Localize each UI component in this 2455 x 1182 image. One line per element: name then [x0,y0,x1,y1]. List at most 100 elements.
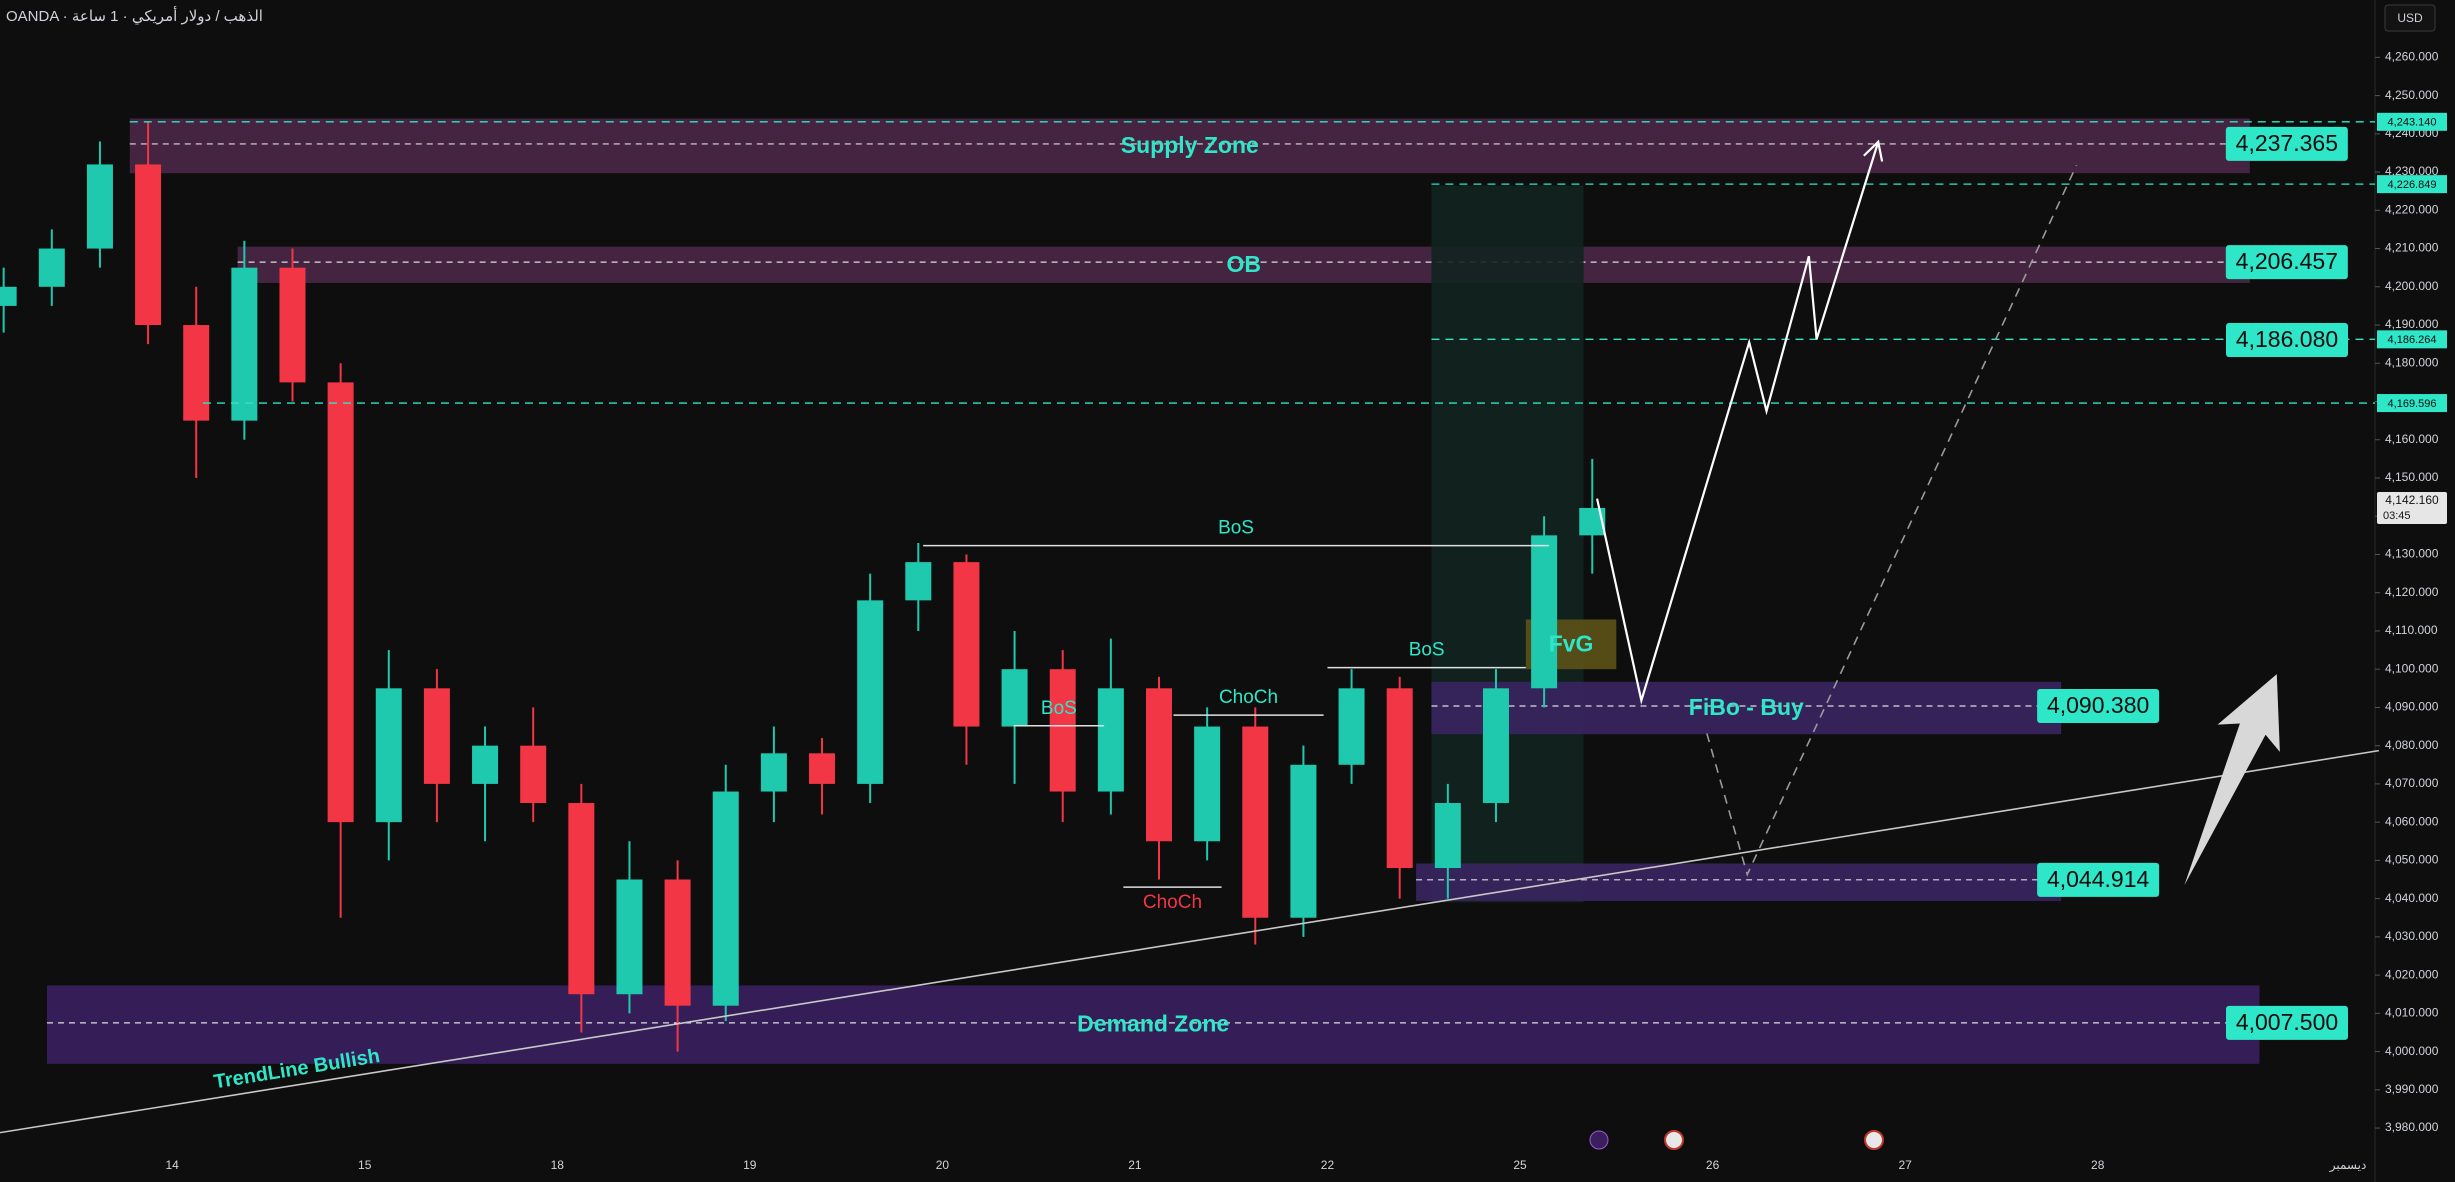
x-tick-label: 20 [936,1158,950,1172]
y-tick-label: 4,030.000 [2385,929,2439,943]
y-tick-label: 4,230.000 [2385,164,2439,178]
y-tick-label: 4,010.000 [2385,1006,2439,1020]
event-icons[interactable] [1589,1130,1884,1150]
structure-label: ChoCh [1219,687,1278,708]
event-icon[interactable] [1864,1130,1884,1150]
level-box [2226,1005,2348,1040]
y-tick-label: 4,180.000 [2385,355,2439,369]
zone-label: Supply Zone [1121,132,1259,158]
projection-path [1595,141,1880,705]
candle-body [664,879,691,1006]
y-tick-label: 4,070.000 [2385,776,2439,790]
y-tick-label: 4,000.000 [2385,1044,2439,1058]
structure-label: BoS [1409,640,1445,661]
candle-body [279,267,306,383]
y-tick-label: 4,090.000 [2385,700,2439,714]
y-tick-label: 4,040.000 [2385,891,2439,905]
event-icon[interactable] [1589,1130,1609,1150]
y-tick-label: 4,060.000 [2385,814,2439,828]
y-tick-label: 4,130.000 [2385,547,2439,561]
candle-body [1531,535,1558,689]
x-tick-label: 22 [1321,1158,1335,1172]
level-label: 4,044.914 [2047,866,2150,892]
marker-box [2377,175,2447,194]
x-tick-label: 14 [165,1158,179,1172]
y-tick-label: 4,210.000 [2385,241,2439,255]
level-box [2226,323,2348,358]
marker-box [2377,112,2447,131]
marker-label: 4,226.849 [2388,179,2437,191]
candle-body [38,248,65,287]
candle-body [135,164,162,326]
candle-body [1290,764,1317,918]
x-tick-label: 21 [1128,1158,1142,1172]
marker-label: 4,186.264 [2388,334,2437,346]
zone-label: Demand Zone [1077,1011,1229,1037]
currency-box[interactable] [2384,4,2436,32]
zone-label: OB [1226,251,1261,277]
y-tick-label: 4,200.000 [2385,279,2439,293]
candle-body [1338,688,1365,765]
candle-body [1001,669,1028,727]
candle-body [857,600,884,784]
zone-label: FiBo - Buy [1689,694,1804,720]
event-icon[interactable] [1664,1130,1684,1150]
alt-projection-path [1706,164,2078,877]
candle-body [1049,669,1076,792]
x-tick-label: 26 [1706,1158,1720,1172]
candle-body [1097,688,1124,792]
candle-body [0,286,17,306]
x-tick-label: 27 [1898,1158,1912,1172]
y-tick-label: 4,220.000 [2385,202,2439,216]
candle-body [375,688,402,823]
big-arrow [2184,674,2280,886]
zone [1416,863,2062,901]
candle-body [327,382,354,823]
y-tick-label: 3,980.000 [2385,1120,2439,1134]
candle-body [568,803,595,995]
projection-arrowhead [1863,139,1884,162]
y-tick-label: 4,120.000 [2385,585,2439,599]
candle-body [953,562,980,727]
candle-body [905,562,932,601]
level-label: 4,206.457 [2236,248,2338,274]
structure-label: BoS [1218,518,1254,539]
marker-label: 4,243.140 [2388,117,2437,129]
candle-body [760,753,787,792]
y-tick-label: 4,150.000 [2385,470,2439,484]
countdown: 03:45 [2383,510,2411,522]
candle-body [423,688,450,784]
marker-label: 4,169.596 [2388,398,2437,410]
structure-label: BoS [1041,698,1077,719]
candle-body [712,791,739,1006]
zone [46,985,2260,1064]
candle-body [1434,803,1461,869]
y-tick-label: 4,160.000 [2385,432,2439,446]
candle-body [183,325,210,421]
marker-box [2377,330,2447,349]
y-tick-label: 4,100.000 [2385,661,2439,675]
zone [129,118,2250,174]
trendline [0,749,2379,1134]
candle-body [472,745,499,784]
zone [237,246,2250,283]
level-label: 4,007.500 [2236,1009,2338,1035]
candle-body [86,164,113,249]
level-label: 4,237.365 [2236,130,2338,156]
candle-body [1386,688,1413,869]
currency[interactable]: USD [2397,11,2423,25]
x-tick-label: 18 [551,1158,565,1172]
y-tick-label: 4,020.000 [2385,967,2439,981]
y-tick-label: 4,260.000 [2385,50,2439,64]
x-tick-label: 19 [743,1158,757,1172]
level-box [2225,245,2348,280]
y-tick-label: 4,050.000 [2385,853,2439,867]
level-label: 4,090.380 [2047,692,2149,718]
y-tick-label: 4,190.000 [2385,317,2439,331]
current-price-box [2377,491,2447,524]
zone-label: FvG [1549,630,1594,656]
x-tick-label: 15 [358,1158,372,1172]
candle-body [809,753,836,784]
